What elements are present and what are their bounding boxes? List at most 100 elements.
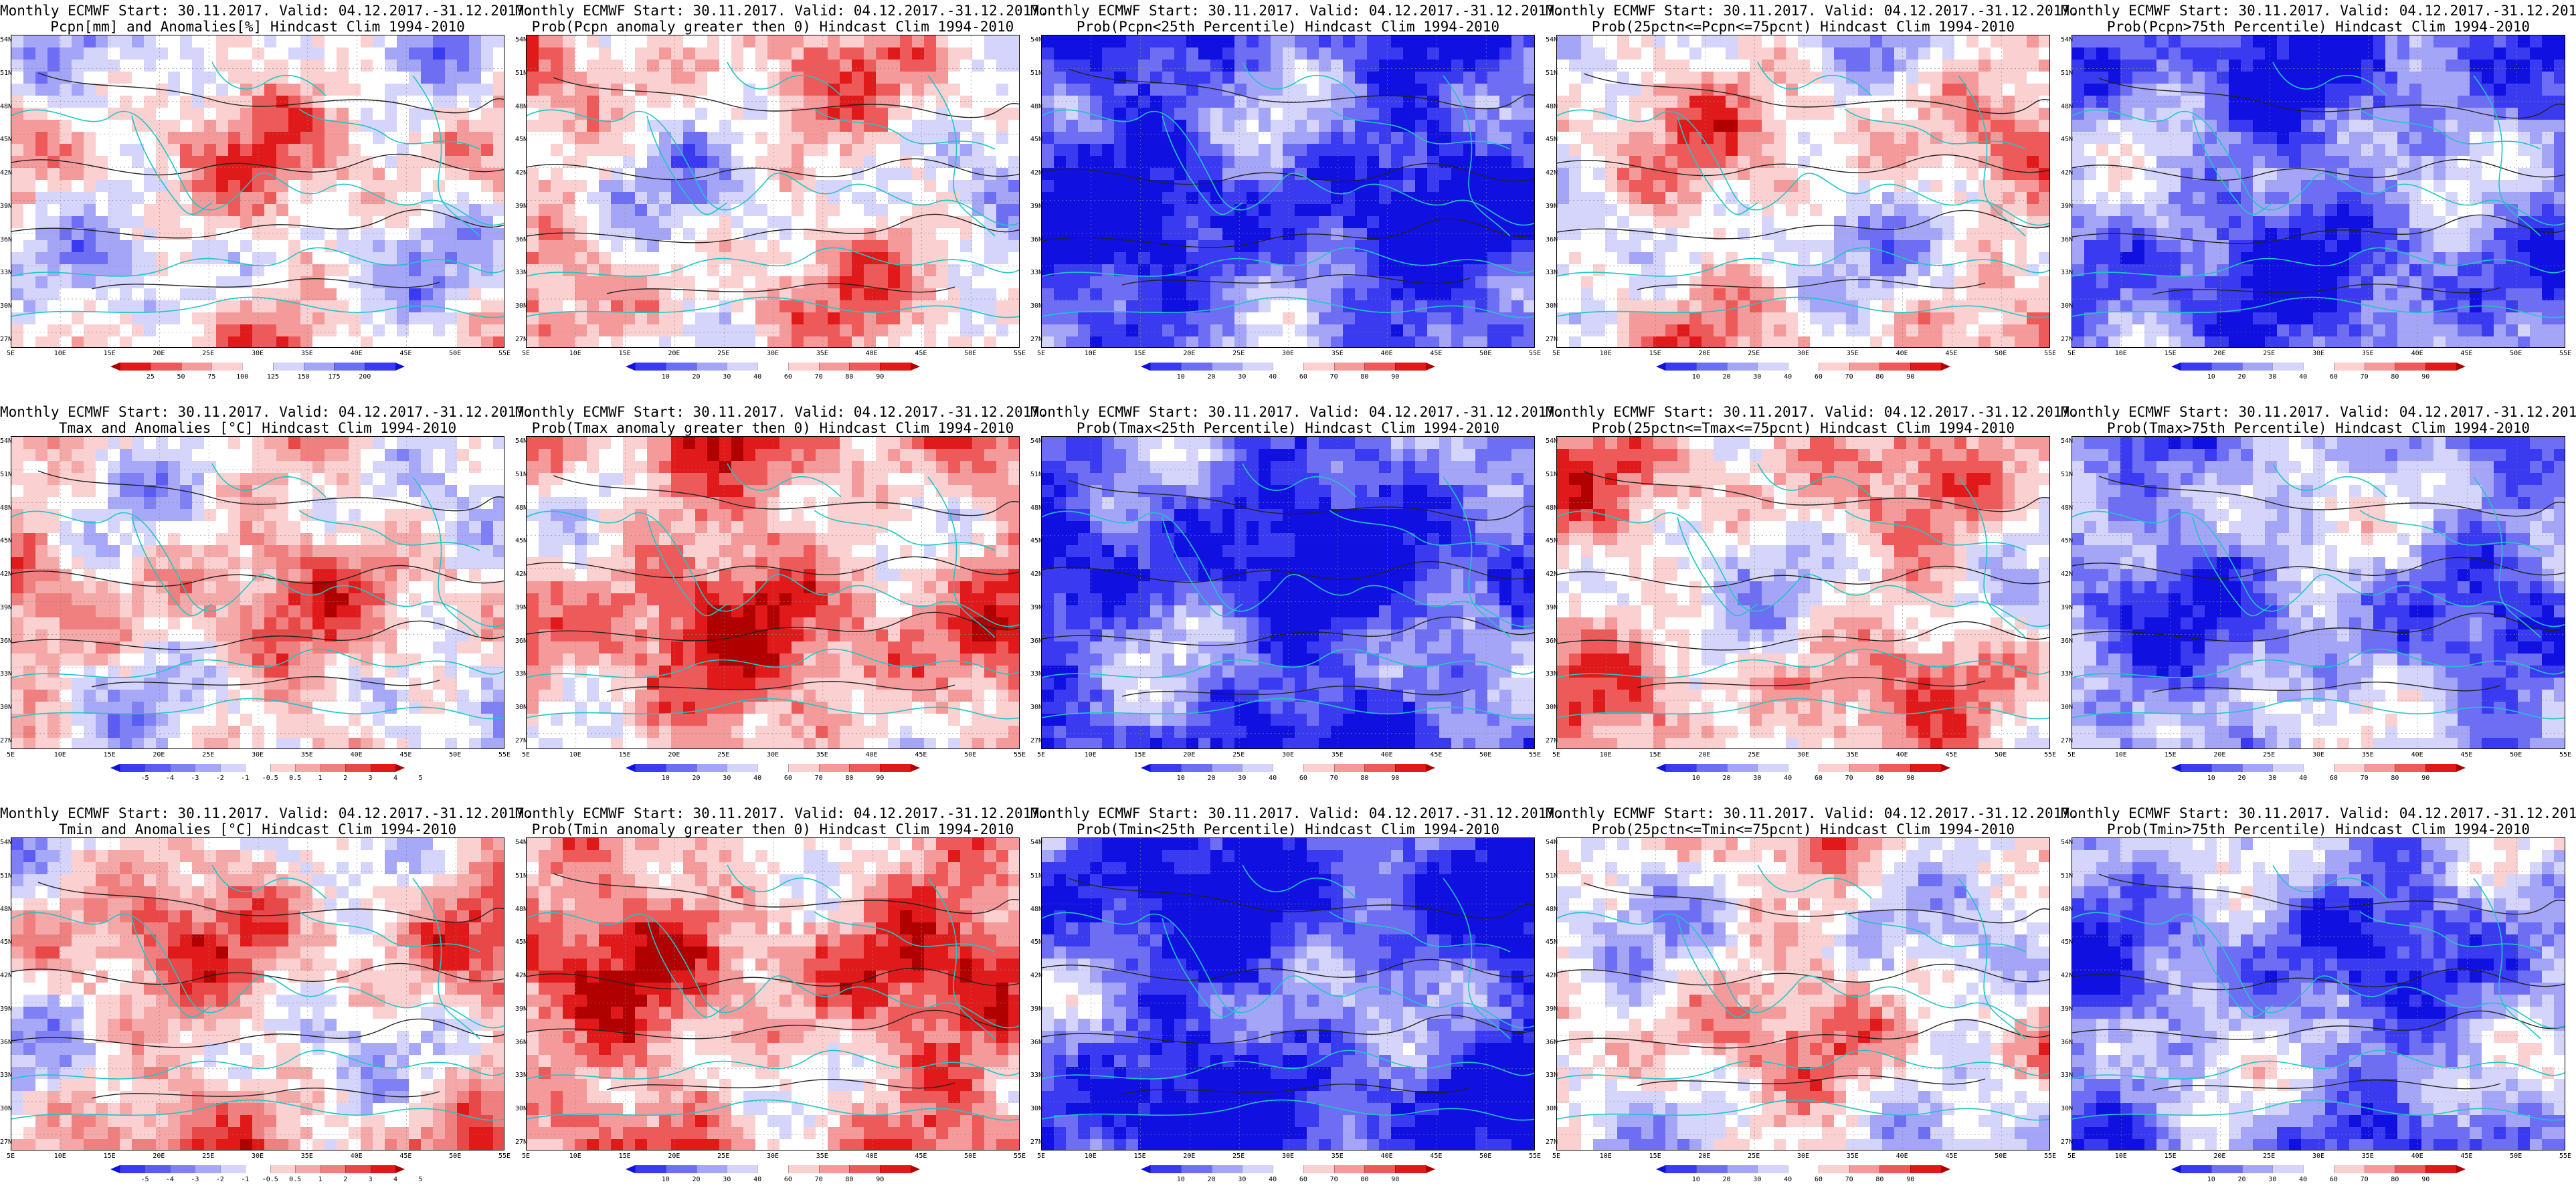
map-canvas <box>2072 838 2565 1150</box>
colorbar-swatch <box>145 764 170 772</box>
coastline <box>11 698 504 720</box>
coastline <box>1242 463 1357 498</box>
lon-tick-label: 15E <box>2164 350 2177 357</box>
lat-tick-label: 54N <box>2061 437 2074 445</box>
coastline <box>1162 918 1243 1018</box>
contour-line <box>606 681 955 692</box>
colorbar-label: 40 <box>753 373 762 381</box>
colorbar-label: -3 <box>191 775 199 782</box>
colorbar-swatch <box>1757 363 1788 371</box>
colorbar-swatch <box>1242 363 1273 371</box>
colorbar-label: 10 <box>1691 373 1700 381</box>
lon-tick-label: 45E <box>399 350 412 357</box>
colorbar <box>2171 1165 2466 1173</box>
lon-tick-label: 15E <box>2164 1152 2177 1160</box>
lat-tick-label: 54N <box>0 839 13 846</box>
coastline <box>2359 108 2541 150</box>
lat-tick-label: 27N <box>1030 1138 1043 1146</box>
colorbar-label: 0.5 <box>289 775 302 782</box>
contour-line <box>2072 1010 2565 1040</box>
lat-tick-label: 51N <box>1546 69 1558 77</box>
forecast-map <box>1041 436 1535 749</box>
colorbar-label: 80 <box>2391 373 2399 381</box>
colorbar-swatch <box>2364 764 2395 772</box>
colorbar-swatch <box>1757 1165 1788 1173</box>
colorbar-swatch <box>365 363 396 371</box>
panel-title: Monthly ECMWF Start: 30.11.2017. Valid: … <box>1030 3 1564 19</box>
lat-tick-label: 36N <box>0 637 13 645</box>
lon-tick-label: 45E <box>915 751 927 759</box>
colorbar-label: 80 <box>1875 775 1884 782</box>
colorbar-swatch <box>2241 764 2273 772</box>
lat-tick-label: 36N <box>1030 637 1043 645</box>
lon-tick-label: 55E <box>498 751 511 759</box>
lon-tick-label: 10E <box>54 1152 66 1160</box>
contour-line <box>1637 279 1986 290</box>
lon-tick-label: 5E <box>2067 350 2076 357</box>
colorbar-swatch <box>1395 363 1427 371</box>
contour-line <box>1042 1014 1534 1044</box>
lat-tick-label: 30N <box>2061 704 2074 712</box>
colorbar-swatch <box>334 363 365 371</box>
lon-tick-label: 45E <box>915 350 927 357</box>
coastline <box>727 463 842 498</box>
colorbar-labels: 10 20 30 40 60 70 80 90 <box>1665 775 1941 783</box>
colorbar-label: 4 <box>393 775 398 782</box>
lon-tick-label: 30E <box>2312 751 2325 759</box>
coastline <box>927 75 996 237</box>
lon-tick-label: 40E <box>350 350 363 357</box>
lat-tick-label: 39N <box>2061 1005 2074 1013</box>
colorbar-swatch <box>2303 363 2334 371</box>
lon-tick-label: 20E <box>2213 751 2226 759</box>
colorbar-swatch <box>1665 363 1696 371</box>
coastline <box>1557 1049 2049 1080</box>
colorbar-label: 70 <box>814 373 823 381</box>
coastline <box>298 911 480 952</box>
lon-tick-label: 5E <box>1036 751 1046 759</box>
contour-line <box>11 209 504 239</box>
lon-tick-label: 40E <box>350 1152 363 1160</box>
colorbar <box>1656 1165 1951 1173</box>
lon-tick-label: 15E <box>1649 350 1661 357</box>
colorbar-swatch <box>2395 1165 2426 1173</box>
map-canvas <box>527 838 1019 1150</box>
colorbar-labels: 10 20 30 40 60 70 80 90 <box>1150 775 1426 783</box>
lat-tick-label: 54N <box>1546 839 1558 846</box>
lon-tick-label: 45E <box>1945 751 1958 759</box>
lat-tick-label: 54N <box>2061 839 2074 846</box>
colorbar-swatch <box>1910 1165 1942 1173</box>
colorbar <box>110 363 405 371</box>
coastline <box>1162 516 1243 617</box>
coastline <box>1757 463 1872 498</box>
colorbar-swatch <box>1818 1165 1849 1173</box>
lon-tick-label: 10E <box>569 350 581 357</box>
lon-tick-label: 15E <box>103 350 116 357</box>
lon-tick-label: 25E <box>2263 1152 2276 1160</box>
colorbar-label: 60 <box>2329 775 2338 782</box>
colorbar-swatch <box>1395 1165 1427 1173</box>
contour-line <box>527 967 1019 990</box>
colorbar-max-arrow <box>911 1165 921 1173</box>
colorbar <box>2171 764 2466 772</box>
lat-tick-label: 39N <box>1030 603 1043 611</box>
coastline <box>527 296 1019 318</box>
colorbar-swatch <box>169 1165 195 1173</box>
coastline <box>1844 911 2026 952</box>
lon-tick-label: 50E <box>964 1152 977 1160</box>
forecast-map <box>1041 35 1535 348</box>
colorbar-label: 60 <box>784 373 792 381</box>
colorbar-swatch <box>849 764 881 772</box>
colorbar-swatch <box>2303 1165 2334 1173</box>
lon-tick-label: 10E <box>1599 350 1612 357</box>
coastline <box>1958 75 2026 237</box>
lon-tick-label: 5E <box>2067 751 2076 759</box>
colorbar-swatch <box>181 363 212 371</box>
colorbar-label: 30 <box>723 775 731 782</box>
lon-tick-label: 50E <box>449 350 462 357</box>
colorbar-label: 80 <box>2391 1176 2399 1183</box>
lat-tick-label: 30N <box>515 302 528 310</box>
colorbar-label: 60 <box>1299 373 1307 381</box>
map-panel: Monthly ECMWF Start: 30.11.2017. Valid: … <box>1546 401 2079 803</box>
colorbar-swatch <box>2364 363 2395 371</box>
lat-tick-label: 42N <box>1030 571 1043 579</box>
